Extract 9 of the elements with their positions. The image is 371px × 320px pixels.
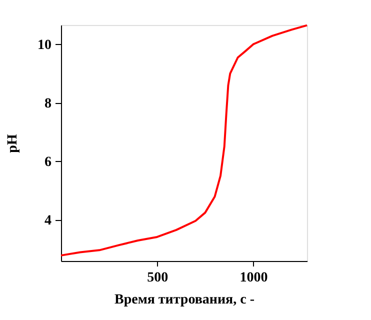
- line-series: [60, 24, 308, 256]
- y-tick-label: 10: [38, 38, 52, 53]
- y-tick-label: 4: [44, 214, 52, 229]
- x-tick-label: 500: [147, 270, 168, 286]
- y-tick-label: 8: [44, 96, 52, 112]
- x-tick-label: 1000: [240, 270, 268, 286]
- y-axis-title: pH: [6, 134, 20, 153]
- y-tick-label: 6: [44, 154, 52, 170]
- x-axis-title: Время титрования, с -: [114, 292, 255, 308]
